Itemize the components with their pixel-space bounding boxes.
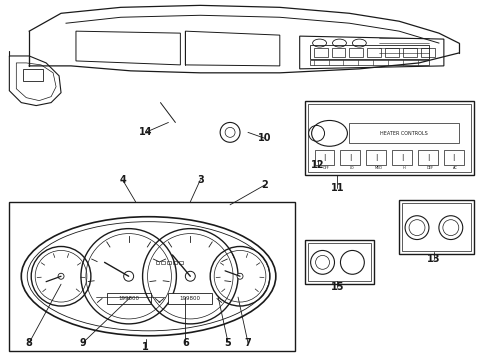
Bar xyxy=(341,150,360,165)
Bar xyxy=(403,48,417,57)
Bar xyxy=(310,45,429,59)
Text: 1: 1 xyxy=(142,342,149,352)
Bar xyxy=(314,48,327,57)
Bar xyxy=(169,293,212,304)
Bar xyxy=(315,150,335,165)
Text: 3: 3 xyxy=(197,175,204,185)
Bar xyxy=(444,150,464,165)
Bar xyxy=(155,261,159,264)
Text: 11: 11 xyxy=(331,183,344,193)
Text: |: | xyxy=(375,154,377,161)
Text: MED: MED xyxy=(374,166,382,170)
Text: AC: AC xyxy=(453,166,458,170)
Text: DEF: DEF xyxy=(426,166,434,170)
Bar xyxy=(162,261,166,264)
Text: OFF: OFF xyxy=(323,166,330,170)
Bar xyxy=(305,100,474,175)
Text: HEATER CONTROLS: HEATER CONTROLS xyxy=(380,131,428,136)
Bar xyxy=(349,48,363,57)
Text: 13: 13 xyxy=(427,255,441,264)
Circle shape xyxy=(123,271,134,281)
Text: 2: 2 xyxy=(262,180,268,190)
Text: LO: LO xyxy=(350,166,355,170)
Text: 10: 10 xyxy=(258,133,271,143)
Text: 7: 7 xyxy=(245,338,251,348)
Bar xyxy=(399,200,474,255)
Text: 199800: 199800 xyxy=(180,296,201,301)
Text: |: | xyxy=(401,154,403,161)
Text: 14: 14 xyxy=(139,127,152,138)
Bar xyxy=(310,60,429,65)
Bar xyxy=(402,203,471,251)
Text: |: | xyxy=(427,154,429,161)
Text: 15: 15 xyxy=(331,282,344,292)
Bar xyxy=(421,48,435,57)
Bar xyxy=(179,261,183,264)
Bar xyxy=(349,123,459,143)
Text: 199800: 199800 xyxy=(118,296,139,301)
Bar xyxy=(168,261,172,264)
Text: 6: 6 xyxy=(182,338,189,348)
Bar xyxy=(392,150,412,165)
Text: |: | xyxy=(349,154,352,161)
Bar xyxy=(305,239,374,284)
Bar xyxy=(308,104,471,172)
Bar xyxy=(367,150,386,165)
Text: 4: 4 xyxy=(120,175,126,185)
Bar xyxy=(418,150,438,165)
Text: |: | xyxy=(323,154,326,161)
Text: 9: 9 xyxy=(79,338,86,348)
Bar xyxy=(107,293,150,304)
Text: 12: 12 xyxy=(311,160,324,170)
Circle shape xyxy=(185,271,196,281)
Text: 5: 5 xyxy=(225,338,231,348)
Text: 8: 8 xyxy=(26,338,33,348)
Bar xyxy=(9,202,294,351)
Bar xyxy=(385,48,399,57)
Bar xyxy=(332,48,345,57)
Circle shape xyxy=(237,273,243,279)
Text: |: | xyxy=(453,154,455,161)
Circle shape xyxy=(58,273,64,279)
Bar xyxy=(368,48,381,57)
Bar xyxy=(308,243,371,281)
Bar xyxy=(173,261,177,264)
Text: HI: HI xyxy=(402,166,406,170)
Bar xyxy=(23,69,43,81)
